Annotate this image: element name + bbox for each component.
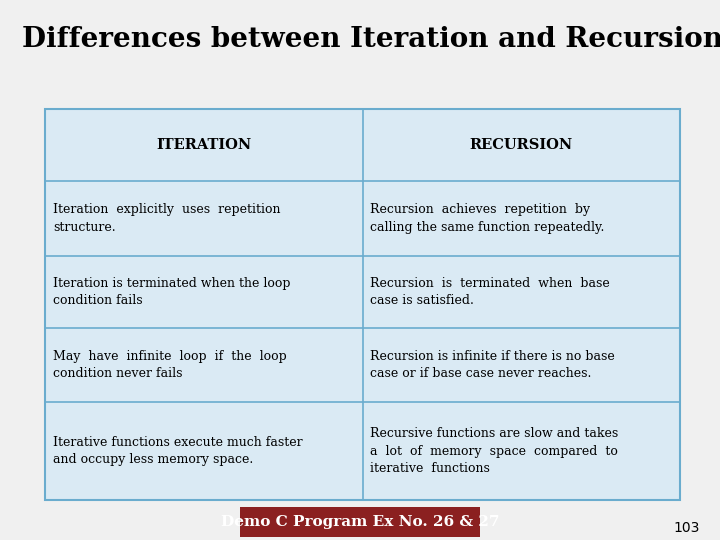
Text: 103: 103 bbox=[674, 521, 700, 535]
Text: Recursion  is  terminated  when  base
case is satisfied.: Recursion is terminated when base case i… bbox=[371, 276, 611, 307]
Text: Recursion is infinite if there is no base
case or if base case never reaches.: Recursion is infinite if there is no bas… bbox=[371, 350, 616, 380]
Text: RECURSION: RECURSION bbox=[469, 138, 573, 152]
Text: ITERATION: ITERATION bbox=[156, 138, 251, 152]
Text: Iteration  explicitly  uses  repetition
structure.: Iteration explicitly uses repetition str… bbox=[53, 204, 281, 234]
Text: May  have  infinite  loop  if  the  loop
condition never fails: May have infinite loop if the loop condi… bbox=[53, 350, 287, 380]
Text: Recursive functions are slow and takes
a  lot  of  memory  space  compared  to
i: Recursive functions are slow and takes a… bbox=[371, 427, 618, 475]
Text: Demo C Program Ex No. 26 & 27: Demo C Program Ex No. 26 & 27 bbox=[221, 515, 499, 529]
Text: Iteration is terminated when the loop
condition fails: Iteration is terminated when the loop co… bbox=[53, 276, 290, 307]
Text: Recursion  achieves  repetition  by
calling the same function repeatedly.: Recursion achieves repetition by calling… bbox=[371, 204, 605, 234]
Text: Iterative functions execute much faster
and occupy less memory space.: Iterative functions execute much faster … bbox=[53, 436, 302, 467]
Text: Differences between Iteration and Recursion: Differences between Iteration and Recurs… bbox=[22, 25, 720, 52]
Bar bbox=[45, 109, 680, 500]
FancyBboxPatch shape bbox=[240, 507, 480, 537]
